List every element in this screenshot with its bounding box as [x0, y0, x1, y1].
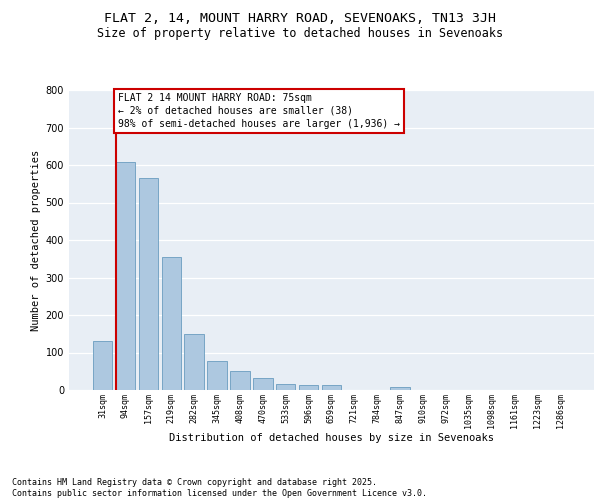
Bar [116, 162, 135, 390]
Bar [230, 370, 250, 390]
Bar [253, 378, 272, 390]
Bar [276, 384, 295, 390]
Bar [184, 334, 204, 390]
Text: Contains HM Land Registry data © Crown copyright and database right 2025.
Contai: Contains HM Land Registry data © Crown c… [12, 478, 427, 498]
Bar [208, 361, 227, 390]
Bar [299, 385, 319, 390]
Bar [391, 388, 410, 390]
Bar [93, 341, 112, 390]
Bar [322, 385, 341, 390]
Text: FLAT 2 14 MOUNT HARRY ROAD: 75sqm
← 2% of detached houses are smaller (38)
98% o: FLAT 2 14 MOUNT HARRY ROAD: 75sqm ← 2% o… [118, 92, 400, 129]
Text: FLAT 2, 14, MOUNT HARRY ROAD, SEVENOAKS, TN13 3JH: FLAT 2, 14, MOUNT HARRY ROAD, SEVENOAKS,… [104, 12, 496, 26]
X-axis label: Distribution of detached houses by size in Sevenoaks: Distribution of detached houses by size … [169, 434, 494, 444]
Y-axis label: Number of detached properties: Number of detached properties [31, 150, 41, 330]
Bar [161, 257, 181, 390]
Bar [139, 178, 158, 390]
Text: Size of property relative to detached houses in Sevenoaks: Size of property relative to detached ho… [97, 28, 503, 40]
